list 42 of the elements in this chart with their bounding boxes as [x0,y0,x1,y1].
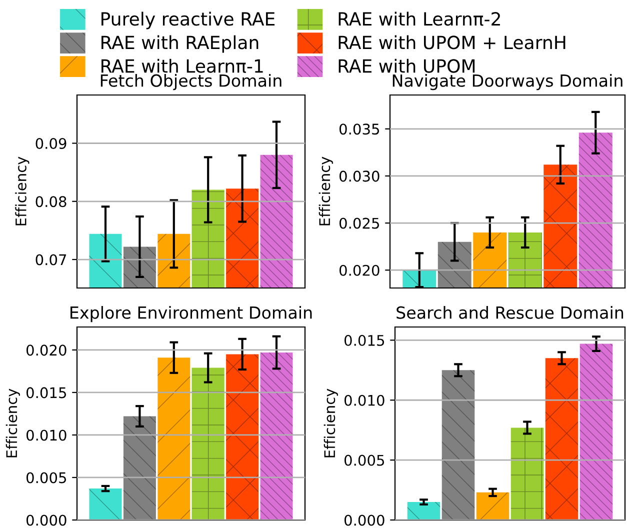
y-tick-label: 0.015 [344,334,384,346]
bar [226,354,259,520]
legend-label: RAE with RAEplan [102,35,258,53]
y-axis-title: Efficiency [15,156,30,226]
y-tick-label: 0.000 [344,514,384,526]
bar [407,502,440,520]
y-tick-label: 0.010 [26,430,66,441]
y-tick-label: 0.005 [344,454,384,466]
bar [510,428,544,520]
bar [260,352,293,520]
y-tick-label: 0.08 [36,196,66,208]
bar [476,492,510,520]
bar [123,416,156,520]
bar [192,368,224,520]
y-tick-label: 0.000 [26,514,66,526]
chart-title: Search and Rescue Domain [396,306,624,319]
bar [545,358,578,520]
chart-title: Fetch Objects Domain [100,74,282,90]
y-tick-label: 0.09 [36,138,66,149]
bar [442,370,475,520]
y-tick-label: 0.020 [26,344,66,356]
chart-title: Navigate Doorways Domain [392,74,622,90]
legend-label: Purely reactive RAE [102,12,275,30]
y-tick-label: 0.07 [36,254,66,266]
chart-title: Explore Environment Domain [70,306,312,322]
y-tick-label: 0.015 [26,387,66,398]
legend-label: RAE with Learnπ-2 [338,12,500,26]
legend-label: RAE with Learnπ-1 [102,58,263,73]
y-axis-title: Efficiency [324,388,338,458]
legend-label: RAE with UPOM [338,58,475,73]
y-tick-label: 0.010 [344,394,384,406]
y-tick-label: 0.025 [339,218,380,229]
y-axis-title: Efficiency [318,156,333,226]
y-tick-label: 0.020 [339,264,380,276]
y-axis-title: Efficiency [6,388,20,458]
y-tick-label: 0.005 [26,472,66,484]
y-tick-label: 0.035 [339,124,380,135]
legend-label: RAE with UPOM + LearnH [338,35,566,50]
bar [89,488,122,520]
bar [580,344,613,520]
bar [158,358,190,520]
y-tick-label: 0.030 [339,170,380,182]
